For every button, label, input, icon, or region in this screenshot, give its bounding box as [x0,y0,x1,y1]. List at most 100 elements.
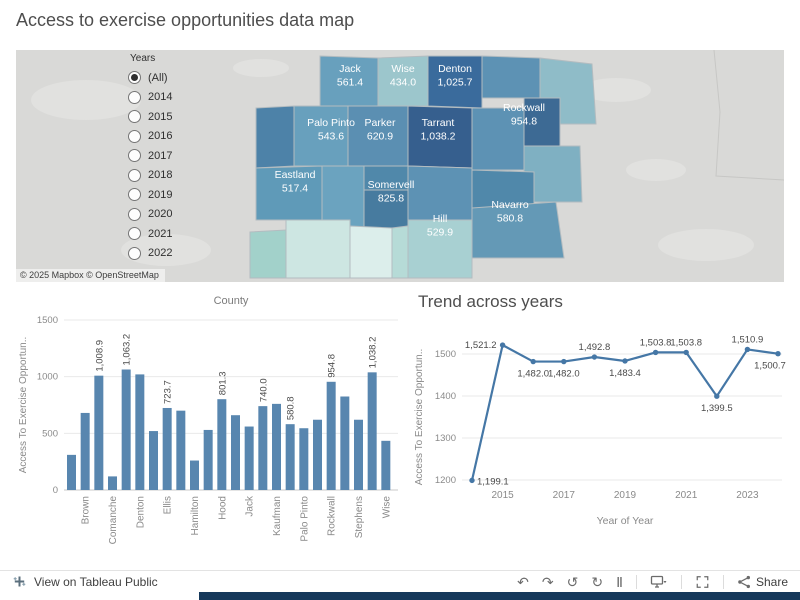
point-2024[interactable] [775,351,781,357]
county-navarro[interactable] [471,201,565,259]
point-2020[interactable] [652,349,659,356]
county-label-name: Tarrant [422,117,455,129]
fullscreen-icon[interactable] [695,575,710,589]
county-label-name: Palo Pinto [307,117,355,129]
years-option-2015[interactable]: 2015 [128,107,172,127]
radio-icon[interactable] [128,149,141,163]
years-option-2018[interactable]: 2018 [128,166,172,186]
bar-brown[interactable] [80,412,90,490]
radio-icon[interactable] [128,246,141,260]
bar-comanche[interactable] [108,476,117,490]
bar-col-14[interactable] [258,406,268,490]
map-svg: Jack 561.4 Wise 434.0 Denton 1,025.7 Rockwall 9… [31,50,784,279]
years-option-label: 2021 [148,227,173,240]
county-hamilton[interactable] [349,225,393,279]
bar-x-label: Comanche [108,496,119,545]
refresh-icon[interactable]: ↻ [591,573,604,590]
map-attribution[interactable]: © 2025 Mapbox © OpenStreetMap [16,269,165,282]
point-2018[interactable] [591,354,598,360]
bar-col-4[interactable] [121,369,131,490]
bottom-accent-strip [199,592,800,600]
years-option-2017[interactable]: 2017 [128,146,172,166]
point-2019[interactable] [622,358,628,364]
years-option-label: 2018 [148,169,173,182]
bar-hamilton[interactable] [190,460,199,490]
bar-col-8[interactable] [176,410,186,490]
county-bosque[interactable] [391,225,409,279]
point-2016[interactable] [530,358,536,365]
county-brown[interactable] [249,229,287,279]
county-label-value: 580.8 [497,213,523,225]
years-option-label: 2017 [148,149,173,162]
county-johnson[interactable] [407,165,473,221]
bar-ellis[interactable] [162,407,172,490]
bar-jack[interactable] [244,426,254,490]
bar-col-16[interactable] [285,424,295,490]
point-2021[interactable] [683,349,689,356]
bar-rockwall[interactable] [326,381,336,490]
bar-col-2[interactable] [94,375,104,490]
years-option-2016[interactable]: 2016 [128,127,172,147]
radio-icon[interactable] [128,207,141,221]
point-2022[interactable] [714,393,720,399]
bar-stephens[interactable] [354,419,363,490]
radio-icon[interactable] [128,71,141,85]
county-collin[interactable] [481,55,541,99]
bar-col-12[interactable] [231,415,240,490]
county-comanche[interactable] [285,219,351,279]
line-x-axis-title: Year of Year [597,515,654,527]
line-chart-svg: 1200 1300 1400 1500 2015 2017 2019 2021 2023 1,19… [414,334,786,527]
years-option-2019[interactable]: 2019 [128,185,172,205]
line-x-tick-label: 2015 [491,490,514,501]
county-stephens[interactable] [255,105,295,169]
radio-icon[interactable] [128,188,141,202]
bar-denton[interactable] [135,374,145,490]
bar-x-label: Ellis [163,496,174,514]
bar-x-label: Palo Pinto [299,496,310,542]
download-icon[interactable] [650,575,668,589]
share-button[interactable]: Share [737,575,788,589]
point-2017[interactable] [561,358,567,365]
map-terrain-blob [626,159,686,181]
line-point-label: 1,521.2 [465,340,497,351]
years-option-2021[interactable]: 2021 [128,224,172,244]
years-option-2020[interactable]: 2020 [128,205,172,225]
view-on-tableau-public-link[interactable]: View on Tableau Public [12,574,158,589]
bar-col-6[interactable] [149,431,158,490]
radio-icon[interactable] [128,129,141,143]
pause-icon[interactable]: Ⅱ [616,573,623,590]
line-y-tick-label: 1500 [435,349,456,360]
point-2014[interactable] [469,477,475,484]
bar-palo-pinto[interactable] [299,428,309,490]
radio-icon[interactable] [128,110,141,124]
years-option-label: (All) [148,71,168,84]
bar-col-10[interactable] [203,429,213,490]
point-2023[interactable] [744,346,751,353]
redo-icon[interactable]: ↷ [541,573,554,590]
bar-kaufman[interactable] [272,403,281,490]
replay-icon[interactable]: ↺ [566,573,579,590]
bar-x-label: Wise [381,496,392,519]
radio-icon[interactable] [128,90,141,104]
years-option-2014[interactable]: 2014 [128,88,172,108]
bar-col-18[interactable] [313,419,322,490]
undo-icon[interactable]: ↶ [517,573,529,590]
radio-icon[interactable] [128,227,141,241]
years-filter: Years (All) 2014 2015 2016 2017 2018 2019 2020 2… [128,53,172,263]
bar-col-22[interactable] [367,372,377,490]
bar-value-label: 1,038.2 [368,337,379,369]
years-option-2022[interactable]: 2022 [128,244,172,264]
years-option-all[interactable]: (All) [128,68,172,88]
bar-col-0[interactable] [67,454,76,490]
bar-wise[interactable] [381,440,391,490]
radio-icon[interactable] [128,168,141,182]
line-x-tick-label: 2019 [614,490,637,501]
point-2015[interactable] [499,342,506,348]
county-erath[interactable] [321,165,365,229]
map-boundary-line [713,50,784,181]
bar-col-20[interactable] [340,396,350,491]
years-option-label: 2020 [148,208,173,221]
county-label-value: 620.9 [367,131,393,143]
bar-hood[interactable] [217,399,227,490]
bar-chart: County 0 500 1000 1500 Brown Comanche Denton Ell… [14,288,408,564]
